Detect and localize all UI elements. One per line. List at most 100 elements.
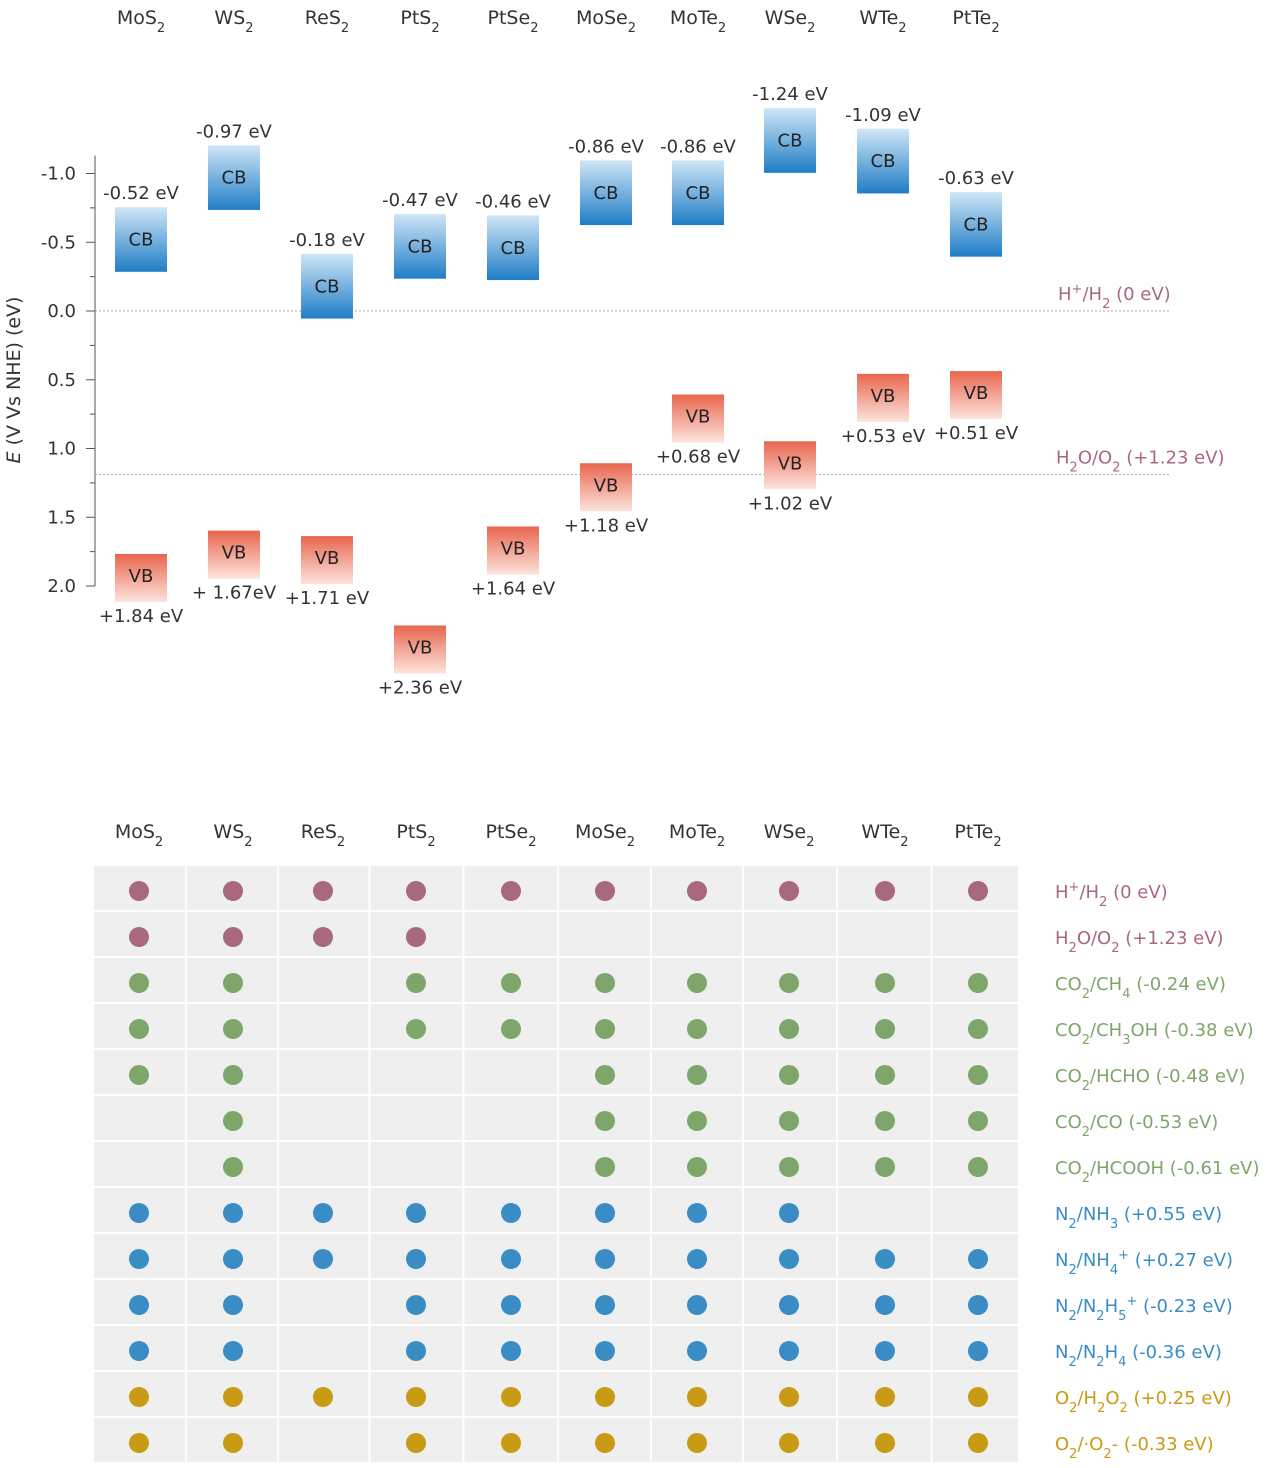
vb-box (950, 371, 1002, 420)
table-column-header: PtTe2 (954, 821, 1001, 850)
material-header: WTe2 (859, 7, 906, 36)
reaction-dot (779, 1433, 799, 1453)
table-row-label: CO2/CH3OH (-0.38 eV) (1055, 1020, 1254, 1048)
table-column-header: WSe2 (764, 821, 815, 850)
y-tick-label: 1.0 (47, 439, 76, 460)
reaction-dot (406, 973, 426, 993)
reaction-dot (129, 1341, 149, 1361)
cb-value-label: -0.63 eV (938, 168, 1014, 189)
vb-value-label: +1.02 eV (748, 493, 833, 514)
reaction-dot (875, 1111, 895, 1131)
reaction-dot (779, 1019, 799, 1039)
cb-box-text: CB (964, 214, 989, 235)
reaction-dot (595, 1019, 615, 1039)
cb-value-label: -1.09 eV (845, 105, 921, 126)
reaction-dot (875, 1065, 895, 1085)
reaction-dot (968, 881, 988, 901)
material-header: WSe2 (765, 7, 816, 36)
reaction-dot (687, 1341, 707, 1361)
table-row-label: N2/N2H5+ (-0.23 eV) (1055, 1294, 1233, 1324)
cb-value-label: -0.18 eV (289, 230, 365, 251)
vb-box-text: VB (129, 566, 154, 587)
vb-box (115, 554, 167, 602)
table-row-label: O2/·O2- (-0.33 eV) (1055, 1434, 1214, 1462)
cb-box (580, 160, 632, 226)
vb-box (764, 441, 816, 490)
reaction-dot (129, 881, 149, 901)
reaction-dot (968, 1341, 988, 1361)
cb-box-text: CB (408, 236, 433, 257)
y-tick-label: -1.0 (41, 164, 76, 185)
table-column-header: PtS2 (396, 821, 435, 850)
cb-box (301, 253, 353, 319)
vb-value-label: +0.51 eV (934, 423, 1019, 444)
table-row (94, 1326, 1018, 1370)
cb-box-text: CB (501, 238, 526, 259)
reaction-dot (406, 1249, 426, 1269)
reaction-dot (779, 1157, 799, 1177)
reaction-dot (687, 1249, 707, 1269)
reference-line-label: H2O/O2 (+1.23 eV) (1056, 448, 1225, 476)
reaction-dot (687, 1157, 707, 1177)
reaction-dot (129, 1295, 149, 1315)
reaction-dot (687, 973, 707, 993)
table-row-label: CO2/CO (-0.53 eV) (1055, 1112, 1218, 1140)
reaction-dot (313, 881, 333, 901)
cb-box-text: CB (594, 183, 619, 204)
reaction-dot (223, 1295, 243, 1315)
material-header: WS2 (214, 7, 253, 36)
vb-box (672, 394, 724, 443)
reaction-dot (223, 1249, 243, 1269)
reaction-dot (595, 1249, 615, 1269)
vb-box-text: VB (501, 539, 526, 560)
reaction-dot (406, 1341, 426, 1361)
vb-box-text: VB (222, 543, 247, 564)
reaction-dot (968, 1157, 988, 1177)
cb-box (208, 145, 260, 210)
vb-box-text: VB (686, 407, 711, 428)
table-row-label: O2/H2O2 (+0.25 eV) (1055, 1388, 1232, 1416)
reaction-dot (687, 1433, 707, 1453)
reaction-dot (313, 1249, 333, 1269)
table-row-label: N2/N2H4 (-0.36 eV) (1055, 1342, 1222, 1370)
reaction-dot (687, 1387, 707, 1407)
reaction-dot (595, 1295, 615, 1315)
reaction-dot (875, 1019, 895, 1039)
material-header: PtTe2 (952, 7, 999, 36)
cb-box-text: CB (686, 183, 711, 204)
cb-box-text: CB (315, 276, 340, 297)
reaction-dot (406, 1433, 426, 1453)
cb-box (115, 207, 167, 272)
reaction-dot (501, 1433, 521, 1453)
reaction-dot (223, 1065, 243, 1085)
reaction-dot (779, 1295, 799, 1315)
reaction-dot (875, 1295, 895, 1315)
reaction-dot (595, 1157, 615, 1177)
material-header: MoSe2 (576, 7, 636, 36)
vb-box (580, 463, 632, 512)
reaction-dot (687, 1019, 707, 1039)
reaction-dot (223, 1203, 243, 1223)
table-row (94, 1234, 1018, 1278)
reaction-dot (313, 1203, 333, 1223)
table-row-label: CO2/HCHO (-0.48 eV) (1055, 1066, 1245, 1094)
reaction-dot (687, 1065, 707, 1085)
cb-box-text: CB (222, 168, 247, 189)
reaction-dot (779, 1111, 799, 1131)
reaction-dot (595, 1341, 615, 1361)
reaction-dot (406, 1019, 426, 1039)
reaction-dot (779, 1065, 799, 1085)
vb-value-label: + 1.67eV (192, 583, 277, 604)
reaction-dot (406, 1203, 426, 1223)
vb-box (857, 373, 909, 422)
cb-value-label: -0.86 eV (660, 136, 736, 157)
reaction-dot (223, 927, 243, 947)
cb-box (394, 214, 446, 279)
vb-box (487, 526, 539, 575)
reaction-dot (595, 1065, 615, 1085)
cb-box-text: CB (871, 151, 896, 172)
reaction-dot (779, 1341, 799, 1361)
vb-value-label: +1.18 eV (564, 515, 649, 536)
table-column-header: PtSe2 (486, 821, 537, 850)
table-column-header: MoS2 (115, 821, 163, 850)
